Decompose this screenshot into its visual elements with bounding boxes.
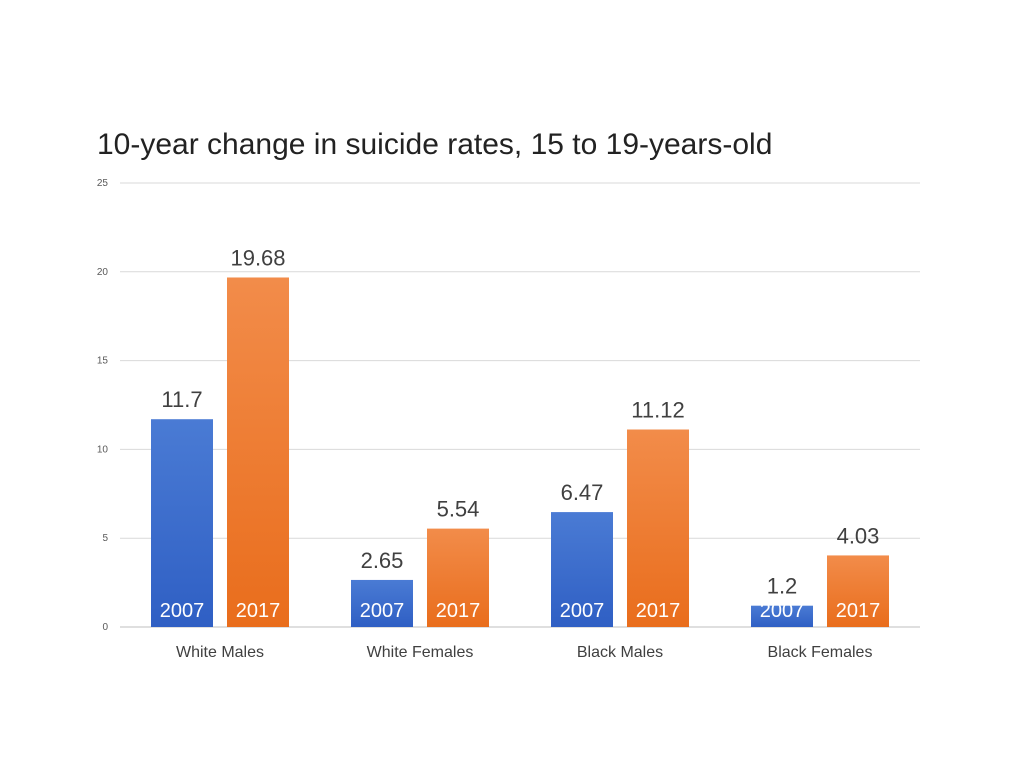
bar-2007-0 <box>151 419 213 627</box>
series-label-2017: 2017 <box>836 600 881 622</box>
value-label: 11.7 <box>161 387 202 412</box>
value-label: 1.2 <box>767 574 798 599</box>
chart-title: 10-year change in suicide rates, 15 to 1… <box>97 128 773 161</box>
value-label: 5.54 <box>437 497 480 522</box>
bar-2017-1 <box>427 528 489 627</box>
series-label-2007: 2007 <box>560 600 605 622</box>
y-tick-label: 15 <box>97 356 109 367</box>
category-label: Black Females <box>768 644 873 661</box>
y-axis-ticks: 0 5 10 15 20 25 <box>97 178 109 633</box>
series-label-2007: 2007 <box>160 600 205 622</box>
category-label: White Males <box>176 644 264 661</box>
category-label: Black Males <box>577 644 663 661</box>
y-tick-label: 10 <box>97 444 109 455</box>
y-tick-label: 5 <box>102 533 108 544</box>
category-label: White Females <box>367 644 474 661</box>
bars <box>151 277 889 627</box>
y-tick-label: 20 <box>97 267 109 278</box>
x-axis-categories: White Males White Females Black Males Black… <box>176 644 872 661</box>
value-label: 4.03 <box>837 523 880 548</box>
y-tick-label: 0 <box>102 622 108 633</box>
y-tick-label: 25 <box>97 178 109 189</box>
bar-2017-3 <box>827 555 889 627</box>
series-label-2007: 2007 <box>760 600 805 622</box>
bar-2017-0 <box>227 277 289 627</box>
series-label-2007: 2007 <box>360 600 405 622</box>
bar-2017-2 <box>627 429 689 627</box>
value-label: 2.65 <box>361 548 404 573</box>
value-label: 6.47 <box>561 480 604 505</box>
series-label-2017: 2017 <box>436 600 481 622</box>
series-label-2017: 2017 <box>636 600 681 622</box>
bar-2007-3 <box>751 605 813 627</box>
series-label-2017: 2017 <box>236 600 281 622</box>
value-label: 11.12 <box>631 398 684 423</box>
value-label: 19.68 <box>230 245 285 270</box>
data-labels: 11.7 2007 19.68 2017 2.65 2007 5.54 2017 6.47 200… <box>160 245 881 622</box>
bar-2007-1 <box>351 579 413 627</box>
bar-2007-2 <box>551 512 613 627</box>
